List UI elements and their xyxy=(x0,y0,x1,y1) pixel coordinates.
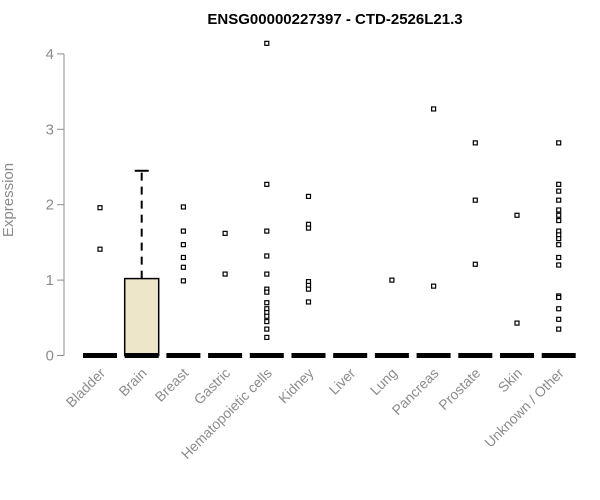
outlier-point xyxy=(556,262,562,268)
box-skin xyxy=(500,212,534,358)
outlier-point xyxy=(264,181,270,187)
outlier-point xyxy=(264,318,270,325)
outlier-point xyxy=(264,326,270,332)
outlier-point xyxy=(97,205,103,211)
outlier-point xyxy=(264,334,270,341)
outlier-point xyxy=(556,306,562,312)
outlier-point xyxy=(556,197,562,203)
outlier-point xyxy=(556,140,562,146)
outlier-point xyxy=(556,316,562,322)
outlier-point xyxy=(389,277,395,283)
outlier-point xyxy=(222,271,228,277)
box-brain xyxy=(123,169,160,358)
x-tick-label-breast: Breast xyxy=(152,365,192,405)
y-tick-label: 4 xyxy=(46,46,54,63)
box-lung xyxy=(374,277,409,358)
outlier-point xyxy=(556,326,562,332)
outlier-point xyxy=(556,254,562,261)
box-pancreas xyxy=(416,106,451,358)
outlier-point xyxy=(97,246,103,252)
outlier-point xyxy=(556,207,562,213)
box-kidney xyxy=(291,193,326,358)
plot-area xyxy=(83,40,576,358)
outlier-point xyxy=(264,253,270,259)
outlier-point xyxy=(180,278,186,284)
x-tick-label-skin: Skin xyxy=(495,365,526,396)
outlier-point xyxy=(556,212,562,218)
outlier-point xyxy=(431,283,437,289)
outlier-point xyxy=(180,228,186,234)
x-tick-label-bladder: Bladder xyxy=(63,365,109,411)
outlier-point xyxy=(264,271,270,277)
x-tick-label-liver: Liver xyxy=(326,365,359,398)
y-tick-label: 0 xyxy=(46,348,54,365)
outlier-point xyxy=(222,230,228,236)
outlier-point xyxy=(556,217,562,224)
box-hematopoietic-cells xyxy=(249,40,284,358)
outlier-point xyxy=(305,193,312,200)
y-axis: 0 1 2 3 4 xyxy=(46,46,65,365)
outlier-point xyxy=(472,261,478,267)
outlier-point xyxy=(472,140,478,146)
outlier-point xyxy=(514,212,520,218)
x-tick-label-unknown-other: Unknown / Other xyxy=(481,365,567,451)
x-tick-label-brain: Brain xyxy=(115,365,149,399)
y-tick-label: 3 xyxy=(46,121,54,138)
outlier-point xyxy=(556,242,562,248)
outlier-point xyxy=(264,313,270,319)
x-tick-label-lung: Lung xyxy=(367,365,400,398)
box-iqr xyxy=(123,277,160,357)
outlier-point xyxy=(180,264,186,270)
outlier-point xyxy=(305,299,312,305)
outlier-point xyxy=(305,286,312,292)
box-unknown-other xyxy=(541,140,576,358)
y-tick-label: 2 xyxy=(46,197,54,214)
box-prostate xyxy=(458,140,493,358)
outlier-point xyxy=(264,228,270,234)
outlier-point xyxy=(556,181,562,187)
x-tick-label-prostate: Prostate xyxy=(435,365,483,413)
outlier-point xyxy=(556,236,562,242)
y-axis-label: Expression xyxy=(0,163,17,237)
outlier-point xyxy=(180,242,186,248)
outlier-point xyxy=(180,204,186,210)
outlier-point xyxy=(305,225,312,231)
outlier-point xyxy=(264,289,270,295)
chart-title: ENSG00000227397 - CTD-2526L21.3 xyxy=(207,11,462,28)
y-tick-label: 1 xyxy=(46,272,54,289)
box-gastric xyxy=(208,230,243,358)
box-bladder xyxy=(83,205,117,358)
outlier-point xyxy=(431,106,437,112)
outlier-point xyxy=(264,300,270,306)
outlier-point xyxy=(180,254,186,261)
outlier-point xyxy=(264,40,270,46)
outlier-point xyxy=(514,320,520,326)
outlier-point xyxy=(556,294,562,301)
outlier-point xyxy=(556,188,562,194)
x-tick-label-kidney: Kidney xyxy=(275,365,317,407)
outlier-point xyxy=(472,197,478,203)
box-breast xyxy=(166,204,201,358)
